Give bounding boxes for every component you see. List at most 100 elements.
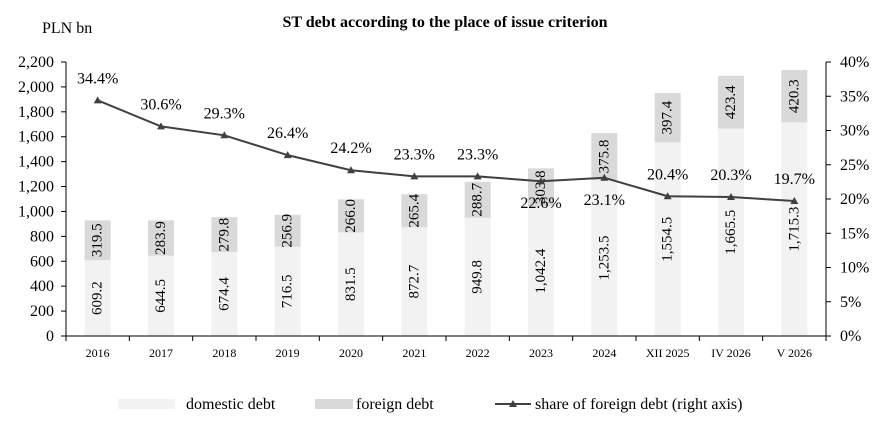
right-axis-tick-label: 40% [840, 54, 869, 71]
domestic-debt-value-label: 1,042.4 [533, 248, 549, 294]
share-point-marker [347, 166, 355, 174]
foreign-debt-bar [528, 168, 554, 207]
x-axis-category-label: 2016 [86, 346, 110, 360]
domestic-debt-bar [338, 232, 364, 336]
x-axis-category-label: 2020 [339, 346, 363, 360]
foreign-debt-value-label: 420.3 [786, 79, 802, 113]
share-point-marker [93, 96, 102, 104]
share-value-label: 30.6% [140, 96, 181, 113]
domestic-debt-value-label: 674.4 [216, 277, 232, 311]
legend-swatch-share-marker [509, 400, 517, 407]
x-axis-category-label: 2021 [402, 346, 426, 360]
right-axis-tick-label: 10% [840, 260, 869, 277]
domestic-debt-value-label: 949.8 [470, 260, 486, 294]
share-point-marker [157, 122, 165, 130]
x-axis-category-label: V 2026 [777, 346, 812, 360]
right-axis-tick-label: 0% [840, 328, 861, 345]
domestic-debt-bar [718, 128, 744, 336]
chart-title: ST debt according to the place of issue … [282, 14, 607, 31]
domestic-debt-bar [274, 246, 301, 336]
share-value-label: 24.2% [330, 140, 371, 157]
right-axis-tick-label: 35% [840, 88, 869, 105]
left-axis-tick-label: 1,400 [18, 154, 54, 171]
legend-swatch-domestic-debt [118, 399, 175, 409]
share-value-label: 23.1% [584, 192, 625, 209]
left-axis-tick-label: 1,000 [18, 203, 54, 220]
share-value-label: 23.3% [457, 146, 498, 163]
foreign-debt-bar [274, 214, 301, 247]
domestic-debt-value-label: 609.2 [90, 281, 106, 315]
share-point-marker [220, 131, 229, 139]
domestic-debt-bar [591, 179, 618, 336]
domestic-debt-value-label: 1,665.5 [723, 210, 739, 255]
share-point-marker [663, 192, 672, 200]
foreign-debt-bar [84, 220, 111, 261]
domestic-debt-value-label: 716.5 [280, 275, 296, 309]
share-point-marker [537, 177, 545, 185]
foreign-debt-value-label: 256.9 [280, 214, 296, 248]
share-point-marker [473, 172, 482, 180]
x-axis-category-label: 2023 [529, 346, 553, 360]
right-axis-tick-label: 5% [840, 294, 861, 311]
axes-layer: 0 200 400 600 800 1,000 1,200 1,400 1,600 1,800 2,… [18, 54, 869, 360]
share-point-marker [410, 172, 419, 180]
foreign-debt-bar [338, 199, 364, 233]
domestic-debt-value-label: 644.5 [153, 279, 169, 313]
bars-layer [84, 70, 808, 336]
share-point-marker [790, 197, 799, 205]
left-axis-tick-label: 800 [30, 228, 54, 245]
foreign-debt-value-label: 265.4 [406, 193, 422, 227]
left-axis-tick-label: 200 [30, 303, 54, 320]
foreign-debt-bar [718, 75, 744, 129]
foreign-debt-value-label: 279.8 [216, 218, 232, 252]
foreign-debt-value-label: 423.4 [723, 85, 739, 119]
share-value-label: 22.6% [520, 195, 561, 212]
share-value-label: 34.4% [77, 70, 118, 87]
foreign-debt-bar [148, 220, 174, 256]
foreign-debt-value-label: 266.0 [343, 199, 359, 233]
domestic-debt-value-label: 831.5 [343, 267, 359, 301]
x-axis-category-label: 2017 [149, 346, 173, 360]
y-axis-unit-label: PLN bn [42, 20, 92, 37]
x-axis-category-label: 2022 [466, 346, 490, 360]
share-value-label: 23.3% [394, 146, 435, 163]
share-value-label: 19.7% [774, 171, 815, 188]
foreign-debt-value-label: 303.8 [533, 170, 549, 204]
share-point-marker [600, 173, 609, 181]
legend-swatch-foreign-debt [315, 399, 353, 409]
domestic-debt-value-label: 1,715.3 [786, 207, 802, 252]
domestic-debt-bar [148, 255, 174, 336]
legend-label-domestic-debt: domestic debt [186, 396, 276, 413]
left-axis-tick-label: 400 [30, 278, 54, 295]
legend: domestic debt foreign debt share of foreig… [118, 396, 742, 413]
foreign-debt-bar [591, 133, 618, 180]
left-axis-tick-label: 1,200 [18, 179, 54, 196]
domestic-debt-bar [528, 206, 554, 336]
legend-label-share-of-foreign-debt: share of foreign debt (right axis) [535, 396, 742, 413]
left-axis-tick-label: 2,200 [18, 54, 54, 71]
right-axis-tick-label: 25% [840, 157, 869, 174]
domestic-debt-bar [464, 217, 491, 336]
domestic-debt-bar [654, 142, 681, 336]
left-axis-tick-label: 1,800 [18, 104, 54, 121]
legend-label-foreign-debt: foreign debt [356, 396, 434, 413]
bar-labels-layer: 609.2 319.5 644.5 283.9 674.4 279.8 716.5 256.9… [90, 79, 803, 315]
right-axis-tick-label: 30% [840, 123, 869, 140]
share-line-layer: 34.4% 30.6% 29.3% 26.4% 24.2% 23.3% 23.3% 22.6%… [77, 70, 815, 212]
share-value-label: 29.3% [204, 105, 245, 122]
share-of-foreign-debt-line [97, 99, 795, 203]
foreign-debt-bar [781, 70, 808, 123]
x-axis-category-label: 2024 [592, 346, 616, 360]
domestic-debt-bar [781, 122, 808, 336]
share-point-marker [727, 192, 735, 200]
share-value-label: 26.4% [267, 125, 308, 142]
x-axis-category-label: 2019 [276, 346, 300, 360]
share-value-label: 20.4% [647, 166, 688, 183]
domestic-debt-value-label: 1,253.5 [596, 235, 612, 280]
right-axis-tick-label: 15% [840, 225, 869, 242]
x-axis-category-label: 2018 [212, 346, 236, 360]
foreign-debt-value-label: 397.4 [660, 100, 676, 134]
x-axis-category-label: IV 2026 [711, 346, 750, 360]
domestic-debt-value-label: 872.7 [406, 264, 422, 298]
foreign-debt-bar [211, 217, 238, 253]
